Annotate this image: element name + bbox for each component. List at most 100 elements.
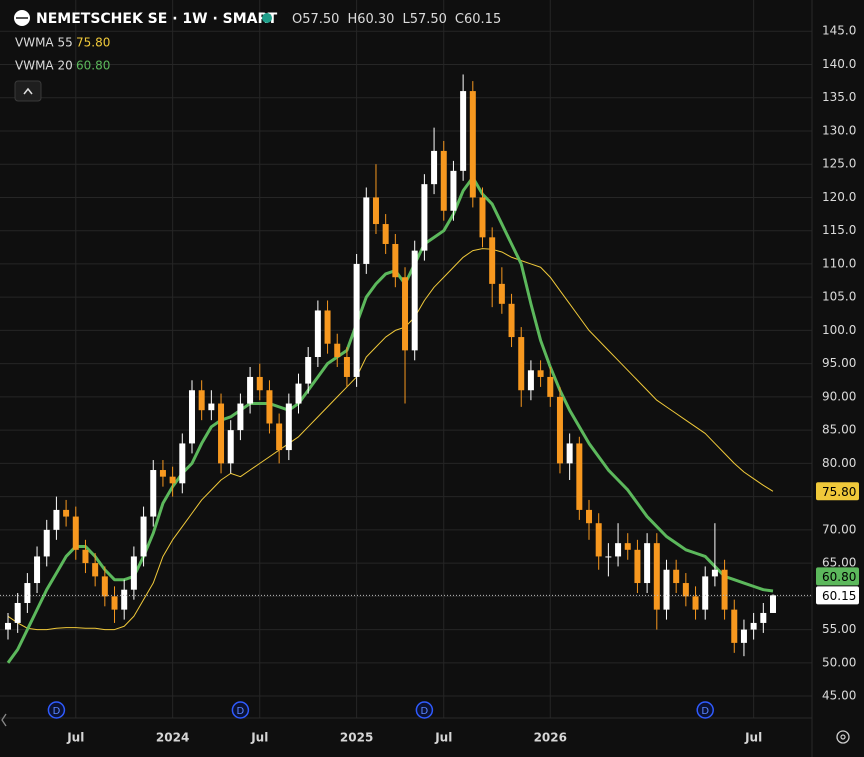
candle-body — [343, 357, 350, 377]
candle-body — [295, 383, 302, 404]
candle-body — [5, 622, 11, 630]
y-tick-label: 85.00 — [822, 423, 856, 437]
candle-body — [188, 390, 195, 444]
ohlc-value: 60.15 — [464, 12, 501, 27]
scroll-left[interactable] — [1, 713, 7, 727]
legend-value: 75.80 — [76, 36, 110, 50]
y-tick-label: 145.0 — [822, 24, 856, 38]
candle-body — [518, 337, 525, 391]
dividend-label: D — [237, 706, 245, 717]
y-tick-label: 115.0 — [822, 223, 856, 237]
candle-body — [382, 224, 389, 244]
x-tick-label: 2026 — [534, 731, 567, 745]
candle-body — [586, 509, 593, 524]
candle-body — [53, 509, 60, 530]
axes: 45.0050.0055.0060.0065.0070.0075.0080.00… — [0, 24, 859, 745]
candle-body — [431, 150, 438, 185]
candle-body — [537, 370, 544, 377]
candle-body — [14, 602, 21, 623]
ohlc-value: 60.30 — [357, 12, 394, 27]
y-tick-label: 105.0 — [822, 290, 856, 304]
ohlc-value: 57.50 — [410, 12, 447, 27]
candle-body — [140, 516, 147, 557]
legend-name: VWMA 20 — [15, 59, 73, 73]
y-tick-label: 80.00 — [822, 456, 856, 470]
x-tick-label: Jul — [250, 731, 268, 745]
y-tick-label: 135.0 — [822, 90, 856, 104]
candle-body — [34, 556, 41, 584]
settings-button[interactable] — [836, 730, 850, 744]
candle-body — [566, 443, 573, 464]
dividend-marker — [231, 701, 250, 719]
legend-value: 60.80 — [76, 59, 110, 73]
dividend-marker — [696, 701, 714, 719]
y-tick-label: 120.0 — [822, 190, 856, 204]
market-status[interactable] — [262, 13, 272, 23]
candle-body — [605, 556, 612, 558]
collapse-button[interactable] — [14, 80, 42, 102]
y-tick-label: 90.00 — [822, 389, 856, 403]
candle-body — [285, 403, 292, 451]
candle-body — [421, 184, 428, 251]
candle-body — [489, 237, 496, 284]
candle-body — [644, 543, 651, 584]
candle-body — [498, 283, 505, 304]
x-tick-label: 2025 — [340, 731, 373, 745]
candle-body — [169, 476, 176, 484]
candle-body — [198, 390, 205, 411]
candle-body — [692, 596, 699, 610]
y-tick-label: 130.0 — [822, 123, 856, 137]
chart-title: NEMETSCHEK SE · 1W · SMART — [36, 11, 278, 27]
candle-body — [179, 443, 186, 484]
ohlc-label: L — [402, 12, 410, 27]
candle-body — [353, 263, 360, 377]
ohlc: O57.50 H60.30 L57.50 C60.15 — [292, 12, 501, 27]
candle-body — [227, 430, 234, 464]
candle-body — [682, 583, 689, 597]
ohlc-label: C — [455, 12, 464, 27]
y-tick-label: 110.0 — [822, 256, 856, 270]
candle-body — [305, 357, 312, 384]
y-tick-label: 95.00 — [822, 356, 856, 370]
candle-body — [43, 529, 50, 557]
candle-body — [324, 310, 331, 344]
candle-body — [411, 250, 418, 351]
candle-body — [731, 609, 738, 643]
y-tick-label: 70.00 — [822, 522, 856, 536]
dividend-marker — [415, 701, 434, 719]
candles — [5, 74, 776, 657]
candle-body — [276, 423, 283, 451]
dividend-label: D — [421, 706, 429, 717]
settings-icon — [840, 734, 846, 740]
candle-body — [750, 622, 757, 630]
candle-body — [653, 543, 660, 610]
candle-body — [92, 563, 99, 577]
candle-body — [159, 470, 166, 477]
ohlc-label: O — [292, 12, 302, 27]
candle-body — [101, 576, 108, 597]
candle-body — [82, 549, 89, 564]
candle-body — [634, 549, 641, 584]
candle-body — [624, 543, 631, 550]
candle-body — [770, 595, 776, 613]
candle-body — [247, 376, 254, 404]
candle-body — [121, 589, 128, 610]
candle-body — [440, 150, 447, 211]
candle-body — [372, 197, 379, 225]
collapse-icon — [23, 87, 33, 95]
price-badge-label: 75.80 — [822, 485, 856, 499]
candle-body — [508, 303, 515, 338]
candle-body — [392, 243, 399, 278]
ohlc-label: H — [347, 12, 357, 27]
price-badge-label: 60.80 — [822, 570, 856, 584]
candle-body — [450, 170, 457, 211]
candle-body — [130, 556, 137, 590]
candle-body — [702, 576, 709, 610]
grid — [0, 0, 812, 718]
price-badge — [816, 586, 859, 605]
candle-body — [721, 569, 728, 610]
legend: NEMETSCHEK SE · 1W · SMART O 57.50 H60.30 L… — [14, 10, 501, 102]
y-tick-label: 55.00 — [822, 622, 856, 636]
